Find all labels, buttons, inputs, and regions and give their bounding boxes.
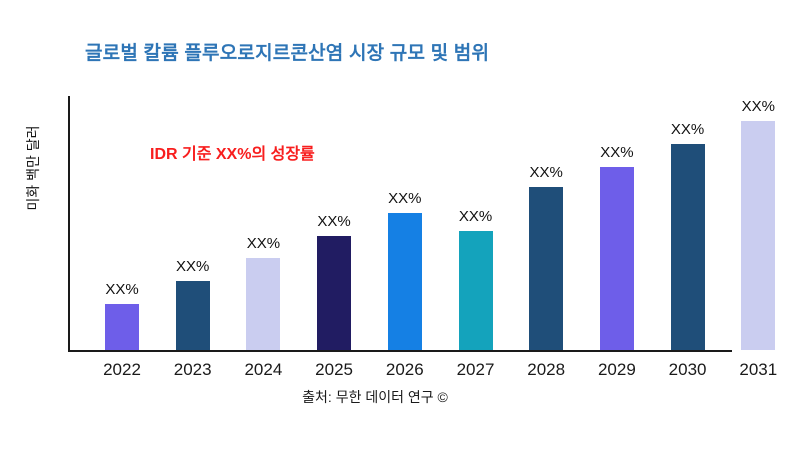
x-axis-line: [68, 350, 732, 352]
bar-2026: [387, 212, 422, 350]
x-tick-2030: 2030: [668, 360, 707, 379]
bar-value-label: XX%: [388, 189, 422, 207]
plot-area: IDR 기준 XX%의 성장률 XX% 2022 XX% 2023 XX% 2024 XX%…: [68, 96, 780, 379]
bar-group-2022: XX%: [105, 281, 139, 350]
bar-value-label: XX%: [176, 258, 210, 276]
x-tick-2024: 2024: [244, 360, 283, 379]
bar-2024: [246, 258, 281, 350]
bar-value-label: XX%: [600, 143, 634, 161]
source-text: 출처: 무한 데이터 연구 ©: [302, 389, 448, 405]
bar-value-label: XX%: [529, 164, 563, 182]
x-tick-2026: 2026: [385, 360, 424, 379]
bar-value-label: XX%: [317, 212, 351, 230]
bar-2030: [670, 143, 705, 350]
bar-group-2029: XX%: [599, 143, 634, 350]
x-tick-2023: 2023: [173, 360, 212, 379]
bar-2023: [175, 281, 210, 350]
bar-2028: [529, 187, 564, 350]
bar-group-2026: XX%: [387, 189, 422, 350]
growth-annotation: IDR 기준 XX%의 성장률: [150, 146, 315, 163]
bar-value-label: XX%: [246, 235, 281, 253]
bar-2027: [458, 230, 493, 350]
y-axis-label: 미화 백만 달러: [25, 125, 41, 211]
bar-2031: [741, 121, 776, 350]
x-tick-2022: 2022: [103, 360, 141, 379]
bar-group-2031: XX%: [741, 98, 776, 350]
bar-group-2023: XX%: [175, 258, 210, 350]
bar-value-label: XX%: [670, 120, 705, 138]
bar-value-label: XX%: [105, 281, 139, 299]
chart-title: 글로벌 칼륨 플루오로지르콘산염 시장 규모 및 범위: [85, 43, 490, 64]
x-tick-2029: 2029: [597, 360, 636, 379]
x-tick-2031: 2031: [739, 360, 778, 379]
y-axis-line: [68, 96, 70, 352]
bar-group-2025: XX%: [317, 212, 352, 350]
bar-group-2030: XX%: [670, 120, 705, 350]
bar-group-2024: XX%: [246, 235, 281, 350]
x-tick-2027: 2027: [456, 360, 495, 379]
bar-group-2027: XX%: [458, 207, 493, 350]
bar-2022: [105, 304, 139, 350]
bar-group-2028: XX%: [529, 164, 564, 350]
bar-2029: [599, 166, 634, 350]
bar-2025: [317, 235, 352, 350]
bar-value-label: XX%: [741, 98, 775, 115]
x-tick-2025: 2025: [315, 360, 354, 379]
x-tick-2028: 2028: [527, 360, 566, 379]
bar-value-label: XX%: [458, 207, 493, 225]
